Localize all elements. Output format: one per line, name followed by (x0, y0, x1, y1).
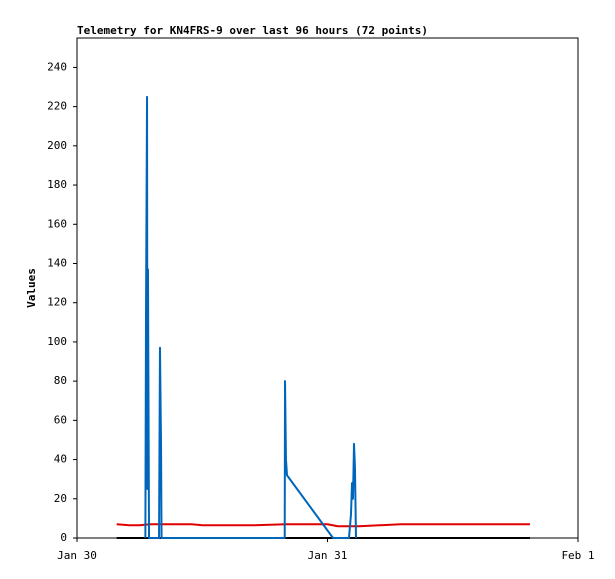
x-tick-label: Jan 30 (57, 549, 97, 562)
series-line (116, 523, 530, 528)
y-tick-label: 100 (47, 335, 67, 348)
y-tick-label: 60 (54, 413, 67, 426)
y-tick-label: 140 (47, 256, 67, 269)
series-line (144, 95, 357, 539)
y-tick-label: 160 (47, 217, 67, 230)
y-tick-label: 40 (54, 453, 67, 466)
x-tick-label: Feb 1 (561, 549, 594, 562)
y-tick-label: 200 (47, 139, 67, 152)
y-tick-label: 120 (47, 296, 67, 309)
y-tick-label: 0 (60, 531, 67, 544)
y-axis-label: Values (25, 268, 38, 308)
plot-frame (76, 37, 579, 539)
y-tick-label: 220 (47, 100, 67, 113)
y-tick-label: 80 (54, 374, 67, 387)
chart-title: Telemetry for KN4FRS-9 over last 96 hour… (77, 24, 428, 37)
y-tick-label: 240 (47, 60, 67, 73)
x-tick-label: Jan 31 (308, 549, 348, 562)
y-tick-label: 180 (47, 178, 67, 191)
y-tick-label: 20 (54, 492, 67, 505)
